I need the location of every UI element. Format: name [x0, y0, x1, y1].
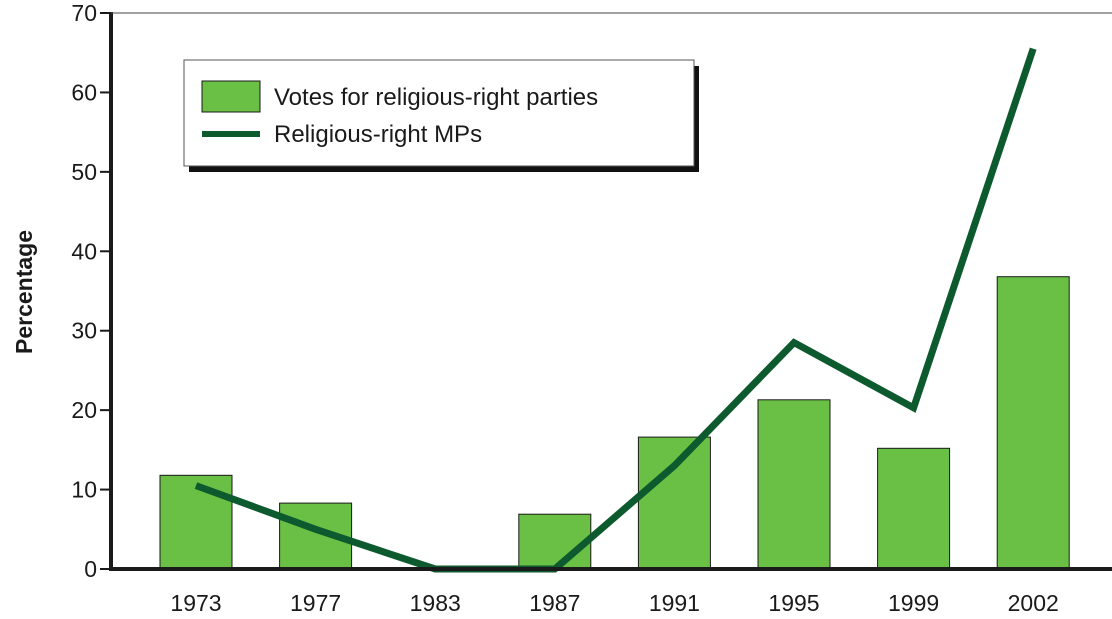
bar-1995	[757, 399, 831, 570]
y-tick-label: 0	[84, 556, 97, 582]
bars-layer	[159, 276, 1070, 570]
x-tick-label: 1999	[888, 590, 939, 616]
legend-box	[183, 59, 695, 167]
bar-1973	[159, 474, 233, 570]
legend-swatch-bar	[201, 80, 261, 113]
bar-1999	[877, 447, 951, 570]
y-tick-label: 20	[71, 397, 97, 423]
y-tick-label: 50	[71, 159, 97, 185]
x-tick-label: 1973	[170, 590, 221, 616]
legend: Votes for religious-right parties Religi…	[183, 59, 699, 172]
x-tick-label: 1983	[410, 590, 461, 616]
x-tick-label: 1977	[290, 590, 341, 616]
y-tick-label: 10	[71, 477, 97, 503]
bar-1991	[637, 436, 711, 570]
x-tick-label: 1991	[649, 590, 700, 616]
legend-label-line: Religious-right MPs	[274, 121, 482, 148]
x-tick-label: 1995	[768, 590, 819, 616]
bar-1987	[518, 513, 592, 570]
x-tick-label: 2002	[1008, 590, 1059, 616]
y-tick-label: 40	[71, 238, 97, 264]
legend-label-bar: Votes for religious-right parties	[274, 84, 598, 111]
y-tick-label: 60	[71, 79, 97, 105]
y-axis-title: Percentage	[11, 230, 37, 354]
line-religious-right-mps	[194, 47, 1037, 573]
y-ticks: 0 10 20 30 40 50 60 70	[71, 0, 111, 582]
y-tick-label: 30	[71, 318, 97, 344]
axes	[109, 12, 1112, 571]
y-tick-label: 70	[71, 0, 97, 26]
x-ticks: 1973 1977 1983 1987 1991 1995 1999 2002	[170, 590, 1058, 616]
bar-2002	[996, 276, 1070, 570]
x-tick-label: 1987	[529, 590, 580, 616]
